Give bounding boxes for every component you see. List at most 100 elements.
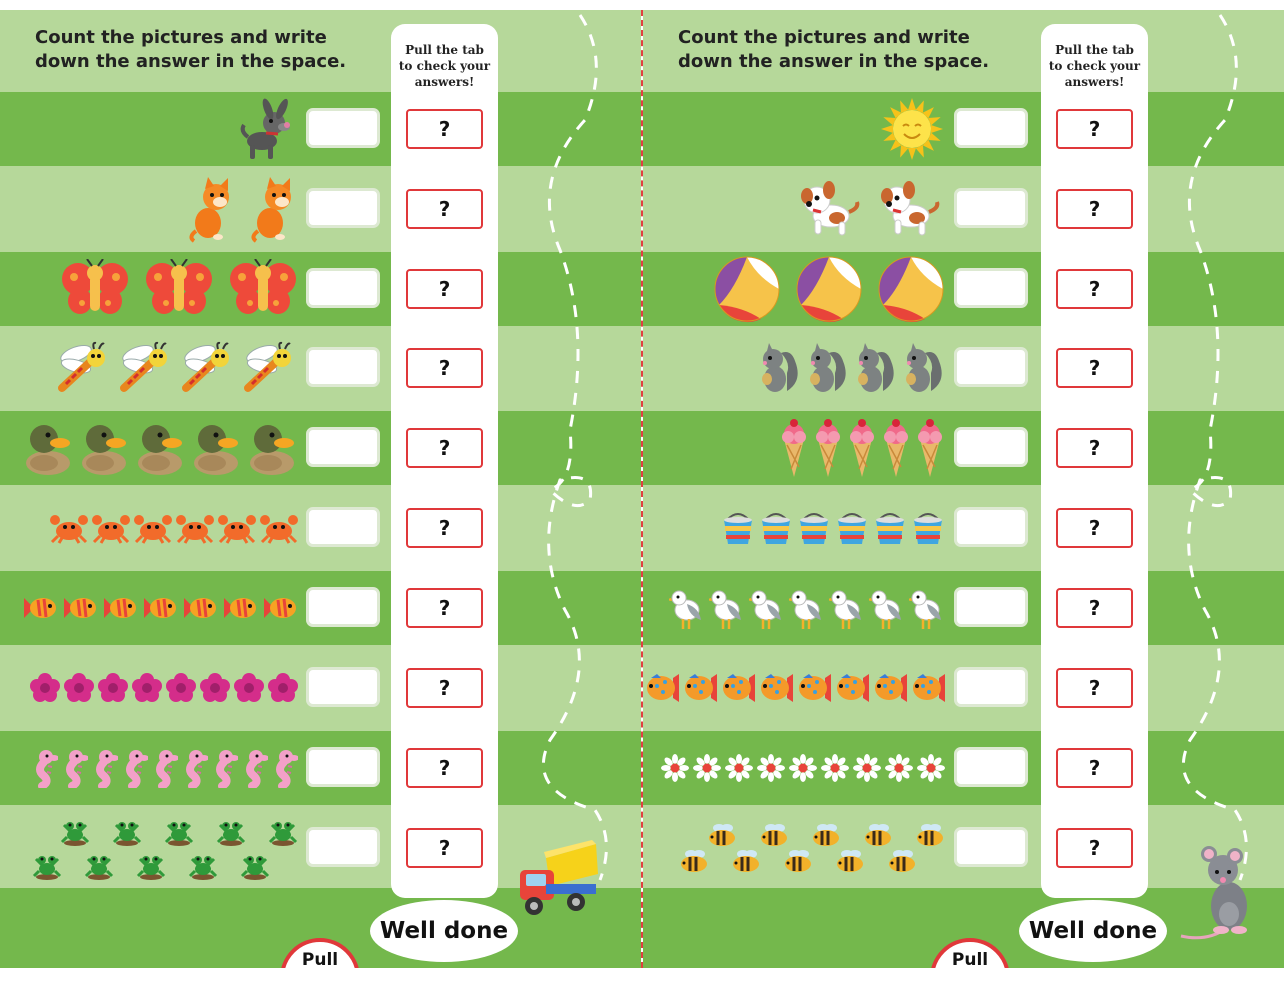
daisy-icon xyxy=(821,754,849,782)
counting-row-tropical-fish xyxy=(643,651,1284,725)
counting-row-seahorse xyxy=(0,731,641,805)
pull-tab-hint: Pull the tab to check your answers! xyxy=(398,43,491,89)
picture-group xyxy=(661,731,945,805)
tropical-fish-icon xyxy=(835,672,869,704)
dragonfly-icon xyxy=(178,340,236,396)
answer-input-frog[interactable] xyxy=(306,827,380,867)
seagull-icon xyxy=(829,586,865,630)
answer-input-dragonfly[interactable] xyxy=(306,347,380,387)
answer-input-sun[interactable] xyxy=(954,108,1028,148)
answer-input-butterfly[interactable] xyxy=(306,268,380,308)
bucket-icon xyxy=(835,510,869,546)
daisy-icon xyxy=(789,754,817,782)
seagull-icon xyxy=(869,586,905,630)
answer-input-bee[interactable] xyxy=(954,827,1028,867)
flower-icon xyxy=(30,673,60,703)
daisy-icon xyxy=(917,754,945,782)
page-fold-line xyxy=(641,10,643,968)
ice-cream-icon xyxy=(813,417,843,479)
duck-icon xyxy=(134,419,186,477)
answer-input-tropical-fish[interactable] xyxy=(954,667,1028,707)
well-done-bubble: Well done xyxy=(370,900,518,962)
seagull-icon xyxy=(749,586,785,630)
answer-input-fish[interactable] xyxy=(306,587,380,627)
picture-group xyxy=(188,172,298,246)
picture-group xyxy=(645,651,945,725)
butterfly-icon xyxy=(60,259,130,319)
answer-input-squirrel[interactable] xyxy=(954,347,1028,387)
daisy-icon xyxy=(725,754,753,782)
pull-tab-hint: Pull the tab to check your answers! xyxy=(1048,43,1141,89)
hidden-answer-box: ? xyxy=(1056,748,1133,788)
bucket-icon xyxy=(873,510,907,546)
ice-cream-icon xyxy=(881,417,911,479)
beach-ball-icon xyxy=(877,255,945,323)
frog-icon xyxy=(84,849,114,881)
ice-cream-icon xyxy=(915,417,945,479)
picture-group xyxy=(679,811,945,885)
hidden-answer-box: ? xyxy=(406,588,483,628)
seahorse-icon xyxy=(122,748,148,788)
counting-row-beach-ball xyxy=(643,252,1284,326)
fish-icon xyxy=(182,594,218,622)
picture-group xyxy=(32,731,298,805)
counting-row-bee xyxy=(643,811,1284,885)
seagull-icon xyxy=(909,586,945,630)
counting-row-ice-cream xyxy=(643,411,1284,485)
answer-input-flower[interactable] xyxy=(306,667,380,707)
fish-icon xyxy=(222,594,258,622)
hidden-answer-box: ? xyxy=(406,828,483,868)
frog-icon xyxy=(32,849,62,881)
answer-input-crab[interactable] xyxy=(306,507,380,547)
mouse-icon xyxy=(1177,832,1257,946)
answer-input-duck[interactable] xyxy=(306,427,380,467)
answer-input-daisy[interactable] xyxy=(954,747,1028,787)
counting-row-dragonfly xyxy=(0,331,641,405)
hidden-answer-box: ? xyxy=(406,348,483,388)
left-page: Count the pictures and write down the an… xyxy=(0,10,641,968)
fish-icon xyxy=(22,594,58,622)
answer-input-cat[interactable] xyxy=(306,188,380,228)
hidden-answer-box: ? xyxy=(1056,269,1133,309)
butterfly-icon xyxy=(144,259,214,319)
fish-icon xyxy=(262,594,298,622)
crab-icon xyxy=(50,512,88,544)
tropical-fish-icon xyxy=(683,672,717,704)
answer-input-ice-cream[interactable] xyxy=(954,427,1028,467)
answer-input-puppy[interactable] xyxy=(954,188,1028,228)
counting-row-daisy xyxy=(643,731,1284,805)
answer-input-seahorse[interactable] xyxy=(306,747,380,787)
bee-icon xyxy=(707,823,737,847)
page-header: Count the pictures and write down the an… xyxy=(643,10,1284,88)
hidden-answer-box: ? xyxy=(1056,828,1133,868)
answer-input-dog[interactable] xyxy=(306,108,380,148)
instructions-text: Count the pictures and write down the an… xyxy=(678,27,990,72)
cat-icon xyxy=(188,175,236,243)
beach-ball-icon xyxy=(713,255,781,323)
tropical-fish-icon xyxy=(911,672,945,704)
picture-group xyxy=(713,252,945,326)
hidden-answer-box: ? xyxy=(1056,109,1133,149)
bee-icon xyxy=(835,849,865,873)
answer-input-beach-ball[interactable] xyxy=(954,268,1028,308)
answer-input-seagull[interactable] xyxy=(954,587,1028,627)
sun-icon xyxy=(879,96,945,162)
hidden-answer-box: ? xyxy=(406,508,483,548)
flower-icon xyxy=(64,673,94,703)
daisy-icon xyxy=(853,754,881,782)
answer-input-bucket[interactable] xyxy=(954,507,1028,547)
picture-group xyxy=(50,491,298,565)
tropical-fish-icon xyxy=(759,672,793,704)
puppy-icon xyxy=(799,180,865,238)
seagull-icon xyxy=(669,586,705,630)
seahorse-icon xyxy=(272,748,298,788)
picture-group xyxy=(22,571,298,645)
butterfly-icon xyxy=(228,259,298,319)
hidden-answer-box: ? xyxy=(406,189,483,229)
picture-group xyxy=(22,411,298,485)
daisy-icon xyxy=(885,754,913,782)
ice-cream-icon xyxy=(779,417,809,479)
counting-row-frog xyxy=(0,811,641,885)
flower-icon xyxy=(132,673,162,703)
ice-cream-icon xyxy=(847,417,877,479)
